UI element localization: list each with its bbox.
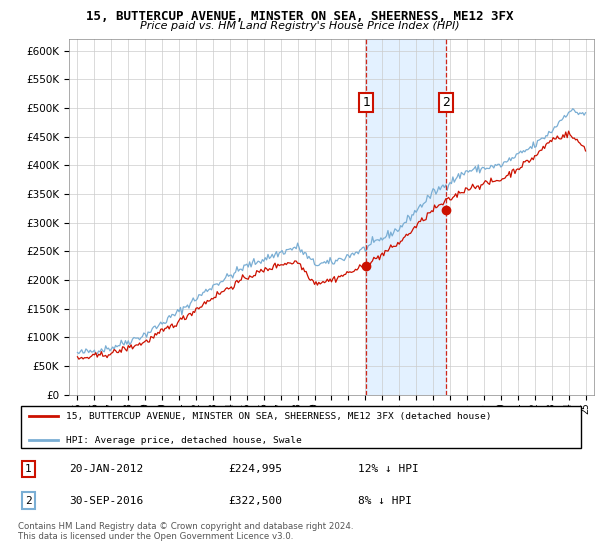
FancyBboxPatch shape — [21, 405, 581, 449]
Text: £224,995: £224,995 — [228, 464, 282, 474]
Text: HPI: Average price, detached house, Swale: HPI: Average price, detached house, Swal… — [66, 436, 302, 445]
Text: 8% ↓ HPI: 8% ↓ HPI — [358, 496, 412, 506]
Text: Contains HM Land Registry data © Crown copyright and database right 2024.
This d: Contains HM Land Registry data © Crown c… — [18, 522, 353, 542]
Text: 1: 1 — [362, 96, 370, 109]
Text: Price paid vs. HM Land Registry's House Price Index (HPI): Price paid vs. HM Land Registry's House … — [140, 21, 460, 31]
Bar — [366, 39, 446, 395]
Text: £322,500: £322,500 — [228, 496, 282, 506]
Text: 1: 1 — [25, 464, 32, 474]
Text: 15, BUTTERCUP AVENUE, MINSTER ON SEA, SHEERNESS, ME12 3FX: 15, BUTTERCUP AVENUE, MINSTER ON SEA, SH… — [86, 10, 514, 22]
Text: 20-JAN-2012: 20-JAN-2012 — [69, 464, 143, 474]
Text: 12% ↓ HPI: 12% ↓ HPI — [358, 464, 419, 474]
Text: 15, BUTTERCUP AVENUE, MINSTER ON SEA, SHEERNESS, ME12 3FX (detached house): 15, BUTTERCUP AVENUE, MINSTER ON SEA, SH… — [66, 412, 491, 421]
Text: 2: 2 — [442, 96, 450, 109]
Text: 2: 2 — [25, 496, 32, 506]
Text: 30-SEP-2016: 30-SEP-2016 — [69, 496, 143, 506]
